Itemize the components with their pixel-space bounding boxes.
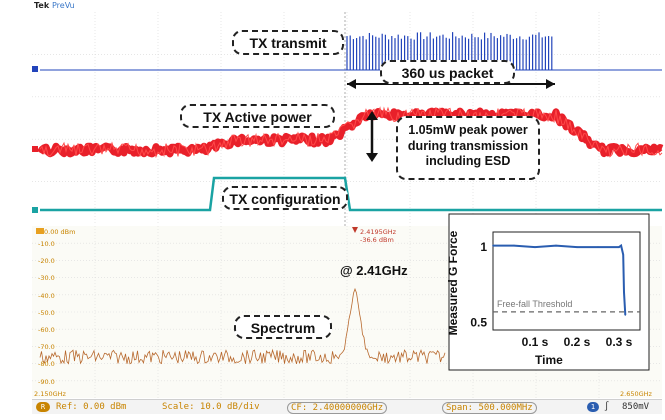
gforce-plot: 0.1 s 0.2 s 0.3 s 1 0.5 [470, 231, 641, 349]
tx-transmit-label: TX transmit [232, 30, 344, 55]
gforce-x-tick: 0.2 s [564, 335, 591, 349]
channel-marker-power[interactable] [32, 146, 38, 152]
gforce-y-tick: 0.5 [470, 315, 487, 329]
spectrum-start-freq: 2.150GHz [34, 390, 66, 398]
spectrum-y-tick: -20.0 [38, 257, 55, 266]
gforce-xlabel: Time [535, 353, 563, 367]
packet-arrow-left-icon [347, 79, 356, 89]
mode-label: PreVu [52, 1, 75, 10]
gforce-point [620, 244, 622, 247]
trigger-channel-icon[interactable]: 1 [587, 402, 599, 412]
spectrum-end-freq: 2.650GHz [620, 390, 652, 398]
gforce-point [576, 246, 578, 248]
spectrum-y-tick: -30.0 [38, 274, 55, 283]
threshold-label: Free-fall Threshold [497, 299, 573, 309]
frequency-label: @ 2.41GHz [340, 263, 408, 278]
gforce-point [622, 253, 624, 256]
gforce-ylabel-wrap: Measured G Force [433, 220, 473, 350]
ref-level[interactable]: Ref: 0.00 dBm [56, 402, 127, 412]
active-power-label: TX Active power [180, 104, 335, 128]
brand-label: Tek [34, 1, 50, 10]
marker-triangle-icon[interactable] [352, 227, 358, 233]
spectrum-y-tick: -60.0 [38, 326, 55, 334]
peak-power-label: 1.05mW peak power during transmission in… [396, 116, 540, 180]
ref-channel-icon[interactable]: R [36, 402, 50, 412]
gforce-ylabel: Measured G Force [446, 230, 460, 336]
spectrum-y-tick: -40.0 [38, 291, 55, 300]
trigger-slope-icon[interactable]: ∫ [604, 402, 610, 412]
spectrum-y-tick: -70.0 [38, 343, 55, 352]
gforce-point [513, 244, 515, 247]
gforce-x-tick: 0.3 s [606, 335, 633, 349]
gforce-point [597, 246, 599, 248]
channel-marker-config[interactable] [32, 207, 38, 213]
spectrum-ref-label: 0.00 dBm [44, 228, 76, 236]
marker-level: -36.6 dBm [360, 236, 394, 244]
status-bar: R Ref: 0.00 dBm Scale: 10.0 dB/div CF: 2… [32, 399, 662, 414]
gforce-y-tick: 1 [480, 240, 487, 254]
ref-level-marker[interactable] [36, 228, 44, 234]
marker-frequency: 2.4195GHz [360, 228, 397, 236]
gforce-point [555, 244, 557, 247]
spectrum-y-tick: -10.0 [38, 240, 55, 248]
trigger-level[interactable]: 850mV [622, 402, 650, 412]
center-frequency[interactable]: CF: 2.40000000GHz [287, 402, 388, 414]
spectrum-y-tick: -50.0 [38, 308, 55, 317]
packet-label: 360 us packet [380, 60, 515, 84]
scale[interactable]: Scale: 10.0 dB/div [162, 402, 260, 412]
spectrum-y-tick: -80.0 [38, 360, 55, 369]
spectrum-label: Spectrum [234, 315, 332, 339]
gforce-point [492, 244, 494, 247]
gforce-inset-frame [448, 213, 650, 371]
peak-arrow-up-icon [366, 111, 378, 120]
spectrum-trace [39, 287, 446, 365]
gforce-axes [492, 231, 641, 331]
gforce-point [618, 246, 620, 248]
active-power-noise [39, 106, 663, 159]
gforce-x-tick: 0.1 s [522, 335, 549, 349]
tx-configuration-trace [40, 176, 662, 212]
spectrum-y-tick: -90.0 [38, 377, 55, 386]
channel-marker-tx[interactable] [32, 66, 38, 72]
gforce-point [534, 246, 536, 248]
peak-arrow-down-icon [366, 153, 378, 162]
gforce-point [623, 291, 625, 294]
tx-config-label: TX configuration [222, 186, 348, 210]
packet-arrow-right-icon [546, 79, 555, 89]
gforce-point [624, 314, 627, 316]
span[interactable]: Span: 500.000MHz [442, 402, 537, 414]
